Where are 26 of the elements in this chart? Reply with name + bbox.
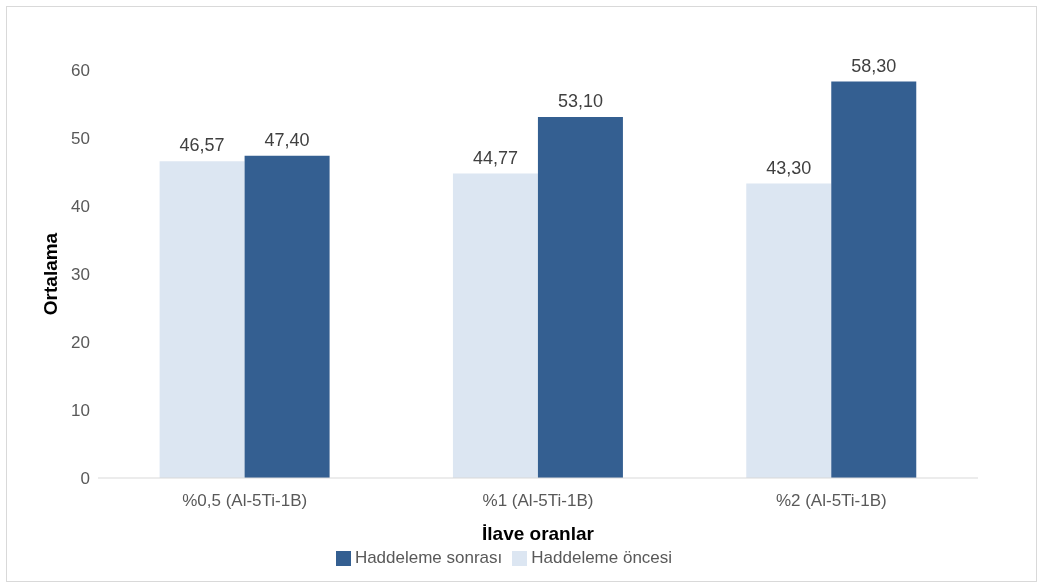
y-tick-label: 10 [71,401,90,421]
bar [537,116,623,478]
data-label: 47,40 [264,129,310,150]
bar [244,155,330,478]
y-tick-label: 60 [71,61,90,81]
bar [452,173,538,478]
x-tick-label: %2 (Al-5Ti-1B) [775,491,887,511]
y-tick-label: 0 [80,469,90,489]
x-axis-title: İlave oranlar [482,523,595,544]
data-label: 43,30 [766,157,812,178]
data-label: 53,10 [557,90,603,111]
legend-label: Haddeleme sonrası [354,548,503,567]
bar [159,161,245,478]
legend-label: Haddeleme öncesi [531,548,673,567]
x-tick-label: %1 (Al-5Ti-1B) [482,491,594,511]
data-label: 58,30 [851,55,897,76]
data-label: 46,57 [179,135,225,156]
y-tick-label: 40 [71,197,90,217]
y-tick-label: 20 [71,333,90,353]
y-axis-title: Ortalama [39,232,61,316]
bar [746,183,832,478]
data-label: 44,77 [472,147,518,168]
bar [831,81,917,478]
y-tick-label: 30 [71,265,90,285]
x-tick-label: %0,5 (Al-5Ti-1B) [182,491,308,511]
y-tick-label: 50 [71,129,90,149]
